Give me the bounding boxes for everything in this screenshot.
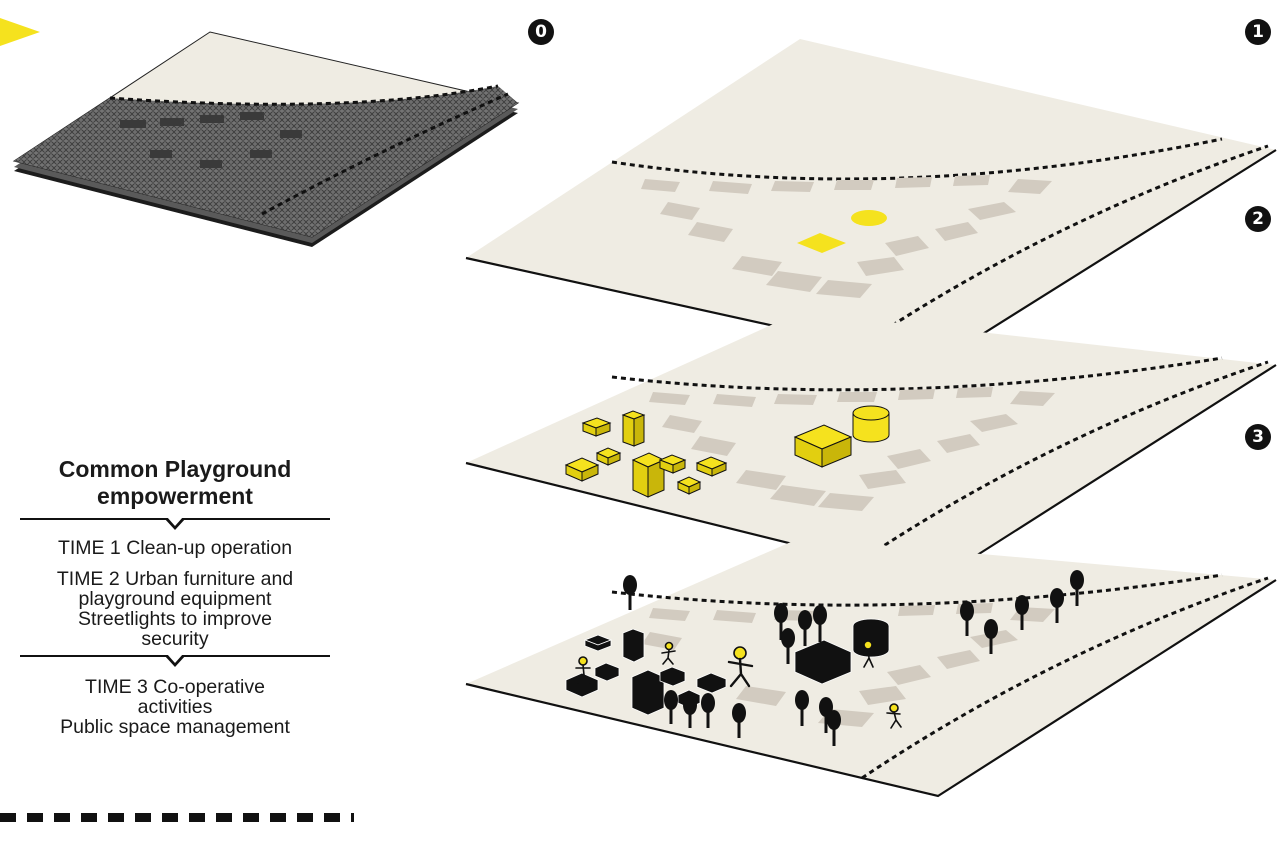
trees — [623, 570, 1084, 746]
step-badge-3: 3 — [1245, 424, 1271, 450]
legend-title-line: Common Playground — [58, 456, 292, 482]
black-furniture — [565, 618, 890, 716]
legend-time2: TIME 2 Urban furniture and playground eq… — [0, 569, 350, 649]
legend-time3-line: activities — [137, 696, 213, 718]
legend-time3: TIME 3 Co-operative activities Public sp… — [0, 677, 350, 737]
legend-title-line: empowerment — [97, 483, 253, 509]
layer-1-clean-up — [465, 39, 1277, 364]
dashed-boundary-legend — [0, 813, 354, 822]
step-badge-1: 1 — [1245, 19, 1271, 45]
step-badge-0: 0 — [528, 19, 554, 45]
legend-divider — [20, 516, 330, 532]
legend-time3-line: TIME 3 Co-operative — [85, 676, 265, 698]
legend-panel: Common Playground empowerment TIME 1 Cle… — [0, 456, 350, 737]
yellow-arrow-marker — [0, 18, 40, 46]
legend-divider — [20, 653, 330, 669]
layer-3-cooperative-activities — [465, 538, 1277, 798]
layer-2-urban-furniture — [465, 312, 1277, 582]
legend-time2-line: security — [141, 628, 209, 650]
legend-time2-line: playground equipment — [78, 588, 272, 610]
legend-time3-line: Public space management — [60, 716, 290, 738]
step-badge-2: 2 — [1245, 206, 1271, 232]
yellow-furniture — [564, 405, 890, 498]
legend-title: Common Playground empowerment — [0, 456, 350, 510]
legend-time2-line: TIME 2 Urban furniture and — [56, 568, 294, 590]
legend-time2-line: Streetlights to improve — [77, 608, 272, 630]
people — [575, 640, 902, 729]
layer-0-existing-map — [12, 31, 520, 247]
legend-time1: TIME 1 Clean-up operation — [57, 537, 293, 559]
